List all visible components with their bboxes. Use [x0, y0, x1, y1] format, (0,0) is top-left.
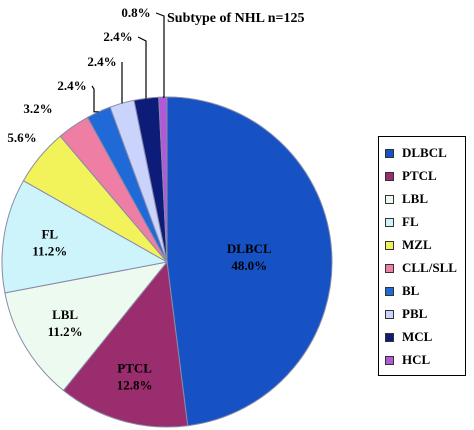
- legend-label-mcl: MCL: [402, 329, 433, 344]
- slice-labels: DLBCL 48.0% PTCL 12.8% LBL 11.2% FL 11.2% 5.6% 3.…: [7, 5, 272, 392]
- legend-label-mzl: MZL: [402, 237, 432, 252]
- legend-swatch-lbl: [385, 194, 394, 204]
- slice-name-lbl: LBL: [52, 307, 78, 322]
- legend-label-hcl: HCL: [402, 352, 431, 367]
- legend-swatch-fl: [385, 217, 394, 227]
- slice-name-dlbcl: DLBCL: [227, 241, 272, 256]
- legend: DLBCL PTCL LBL FL MZL CLL/SLL BL PBL MCL HCL: [378, 136, 466, 376]
- legend-label-bl: BL: [402, 283, 420, 298]
- legend-item-fl: FL: [385, 212, 419, 232]
- leader-line-bl: [91, 85, 99, 113]
- legend-item-ptcl: PTCL: [385, 166, 437, 186]
- slice-name-ptcl: PTCL: [117, 360, 152, 375]
- legend-swatch-cll-sll: [385, 263, 394, 273]
- legend-item-pbl: PBL: [385, 304, 427, 324]
- legend-label-dlbcl: DLBCL: [402, 145, 447, 160]
- slice-percent-fl: 11.2%: [32, 244, 67, 259]
- slice-percent-hcl: 0.8%: [121, 5, 150, 20]
- slice-ptcl: [62, 260, 189, 428]
- legend-swatch-mcl: [385, 332, 394, 342]
- legend-label-lbl: LBL: [402, 191, 429, 206]
- chart-title: Subtype of NHL n=125: [167, 11, 305, 26]
- legend-item-mzl: MZL: [385, 235, 432, 255]
- leader-lines: [91, 12, 165, 113]
- slice-percent-ptcl: 12.8%: [117, 377, 153, 392]
- legend-label-pbl: PBL: [402, 306, 428, 321]
- legend-swatch-ptcl: [385, 171, 394, 181]
- leader-line-mcl: [137, 36, 147, 99]
- slice-percent-lbl: 11.2%: [48, 324, 83, 339]
- slice-lbl: [4, 261, 169, 392]
- slice-percent-dlbcl: 48.0%: [231, 258, 267, 273]
- legend-label-ptcl: PTCL: [402, 168, 437, 183]
- slice-percent-cll-sll: 3.2%: [23, 101, 52, 116]
- slice-percent-mcl: 2.4%: [103, 29, 132, 44]
- legend-item-mcl: MCL: [385, 327, 432, 347]
- legend-item-cll-sll: CLL/SLL: [385, 258, 457, 278]
- legend-label-cll-sll: CLL/SLL: [402, 260, 457, 275]
- slice-percent-pbl: 2.4%: [87, 54, 116, 69]
- legend-item-hcl: HCL: [385, 350, 430, 370]
- pie-slices: [1, 96, 333, 428]
- legend-swatch-dlbcl: [385, 148, 394, 158]
- slice-name-fl: FL: [41, 227, 58, 242]
- legend-swatch-mzl: [385, 240, 394, 250]
- slice-hcl: [158, 96, 168, 263]
- legend-item-bl: BL: [385, 281, 419, 301]
- legend-swatch-pbl: [385, 309, 394, 319]
- legend-label-fl: FL: [402, 214, 419, 229]
- legend-swatch-hcl: [385, 355, 394, 365]
- slice-dlbcl: [166, 96, 333, 427]
- slice-percent-bl: 2.4%: [57, 78, 86, 93]
- slice-percent-mzl: 5.6%: [7, 130, 36, 145]
- leader-line-hcl: [155, 12, 165, 98]
- legend-swatch-bl: [385, 286, 394, 296]
- legend-item-lbl: LBL: [385, 189, 428, 209]
- slice-fl: [1, 180, 169, 294]
- legend-item-dlbcl: DLBCL: [385, 143, 447, 163]
